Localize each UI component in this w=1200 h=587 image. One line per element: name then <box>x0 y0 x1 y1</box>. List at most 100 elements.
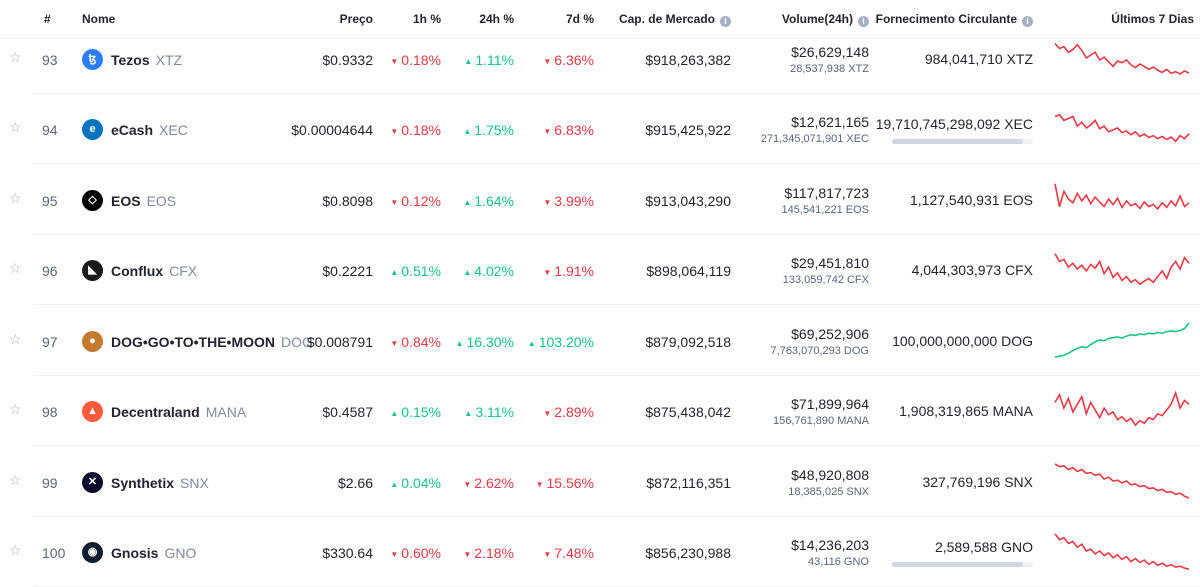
coin-symbol: XEC <box>159 122 188 138</box>
sparkline-7d[interactable] <box>1054 531 1190 571</box>
market-cap: $875,438,042 <box>645 404 731 420</box>
caret-up-icon: ▲ <box>463 268 472 277</box>
table-row[interactable]: ☆ 98 ▲ Decentraland MANA $0.4587 ▲ 0.15% ▲ 3.11% ▼… <box>0 376 1200 446</box>
coin-symbol: DOG <box>281 334 313 350</box>
coin-name-link[interactable]: Decentraland MANA <box>111 404 246 420</box>
volume-usd[interactable]: $12,621,165 <box>791 114 869 130</box>
price[interactable]: $330.64 <box>322 545 373 561</box>
volume-usd[interactable]: $26,629,148 <box>791 44 869 60</box>
p7d-value: 6.83% <box>554 122 594 138</box>
caret-up-icon: ▲ <box>390 409 399 418</box>
sparkline-path <box>1054 322 1190 358</box>
table-row[interactable]: ☆ 95 ◇ EOS EOS $0.8098 ▼ 0.12% ▲ 1.64% ▼ 3.99% $913,… <box>0 165 1200 235</box>
header-supply[interactable]: Fornecimento Circulante i <box>876 12 1033 27</box>
caret-down-icon: ▼ <box>390 550 399 559</box>
rank: 95 <box>42 193 58 209</box>
p24-value: 4.02% <box>474 263 514 279</box>
coin-name-link[interactable]: Conflux CFX <box>111 263 197 279</box>
star-icon[interactable]: ☆ <box>9 331 22 347</box>
sparkline-7d[interactable] <box>1054 249 1190 289</box>
volume-usd[interactable]: $48,920,808 <box>791 467 869 483</box>
p1h-change: ▲ 0.04% <box>390 475 441 491</box>
caret-down-icon: ▼ <box>543 409 552 418</box>
price[interactable]: $0.2221 <box>322 263 373 279</box>
p1h-value: 0.15% <box>401 404 441 420</box>
coin-logo-icon: ꜩ <box>82 49 103 70</box>
circulating-supply: 1,127,540,931 EOS <box>910 192 1033 208</box>
header-volume[interactable]: Volume(24h) i <box>782 12 869 27</box>
coin-name-link[interactable]: Synthetix SNX <box>111 475 209 491</box>
caret-down-icon: ▼ <box>463 480 472 489</box>
coin-name-link[interactable]: Tezos XTZ <box>111 52 182 68</box>
sparkline-7d[interactable] <box>1054 179 1190 219</box>
rank: 100 <box>42 545 66 561</box>
price[interactable]: $0.9332 <box>322 52 373 68</box>
caret-down-icon: ▼ <box>543 550 552 559</box>
coin-name-link[interactable]: DOG•GO•TO•THE•MOON DOG <box>111 334 313 350</box>
caret-down-icon: ▼ <box>543 268 552 277</box>
coin-logo-icon: ◣ <box>82 260 103 281</box>
star-icon[interactable]: ☆ <box>9 472 22 488</box>
price[interactable]: $2.66 <box>337 475 373 491</box>
info-icon[interactable]: i <box>720 16 731 27</box>
p1h-value: 0.84% <box>401 334 441 350</box>
sparkline-7d[interactable] <box>1054 320 1190 360</box>
star-icon[interactable]: ☆ <box>9 190 22 206</box>
p7d-change: ▼ 3.99% <box>543 193 594 209</box>
caret-down-icon: ▼ <box>543 198 552 207</box>
p24-value: 16.30% <box>466 334 514 350</box>
volume-usd[interactable]: $117,817,723 <box>784 185 869 201</box>
header-24h[interactable]: 24h % <box>479 12 514 26</box>
volume-coin: 133,059,742 CFX <box>782 274 869 286</box>
volume-usd[interactable]: $69,252,906 <box>791 326 869 342</box>
table-row[interactable]: ☆ 97 ● DOG•GO•TO•THE•MOON DOG $0.008791 ▼ 0.84%… <box>0 306 1200 376</box>
star-icon[interactable]: ☆ <box>9 49 22 65</box>
price[interactable]: $0.00004644 <box>291 122 373 138</box>
sparkline-7d[interactable] <box>1054 108 1190 148</box>
coin-name-link[interactable]: Gnosis GNO <box>111 545 196 561</box>
info-icon[interactable]: i <box>858 16 869 27</box>
header-rank[interactable]: # <box>44 12 51 26</box>
sparkline-path <box>1054 43 1190 75</box>
info-icon[interactable]: i <box>1022 16 1033 27</box>
volume-usd[interactable]: $14,236,203 <box>791 537 869 553</box>
coin-name: eCash <box>111 122 154 138</box>
coin-name-link[interactable]: EOS EOS <box>111 193 176 209</box>
table-row[interactable]: ☆ 100 ◉ Gnosis GNO $330.64 ▼ 0.60% ▼ 2.18% ▼ 7.48% $… <box>0 517 1200 587</box>
volume-usd[interactable]: $29,451,810 <box>791 255 869 271</box>
star-icon[interactable]: ☆ <box>9 260 22 276</box>
coin-name: EOS <box>111 193 141 209</box>
star-icon[interactable]: ☆ <box>9 401 22 417</box>
price[interactable]: $0.8098 <box>322 193 373 209</box>
volume-usd[interactable]: $71,899,964 <box>791 396 869 412</box>
caret-down-icon: ▼ <box>390 198 399 207</box>
table-row[interactable]: ☆ 96 ◣ Conflux CFX $0.2221 ▲ 0.51% ▲ 4.02% ▼ 1.91% $… <box>0 235 1200 305</box>
table-row[interactable]: ☆ 99 ✕ Synthetix SNX $2.66 ▲ 0.04% ▼ 2.62% ▼ 15.56%… <box>0 447 1200 517</box>
header-7d[interactable]: 7d % <box>565 12 594 26</box>
star-icon[interactable]: ☆ <box>9 542 22 558</box>
table-row[interactable]: ☆ 93 ꜩ Tezos XTZ $0.9332 ▼ 0.18% ▲ 1.11% ▼ 6.36% $91… <box>0 24 1200 94</box>
header-price[interactable]: Preço <box>339 12 373 26</box>
price[interactable]: $0.4587 <box>322 404 373 420</box>
rank: 99 <box>42 475 58 491</box>
coin-logo-icon: ▲ <box>82 401 103 422</box>
coin-name-link[interactable]: eCash XEC <box>111 122 188 138</box>
header-name[interactable]: Nome <box>82 12 116 26</box>
table-row[interactable]: ☆ 94 e eCash XEC $0.00004644 ▼ 0.18% ▲ 1.75% ▼ 6.83… <box>0 94 1200 164</box>
sparkline-path <box>1054 390 1190 427</box>
star-icon[interactable]: ☆ <box>9 119 22 135</box>
rank: 96 <box>42 263 58 279</box>
volume-coin: 43,116 GNO <box>808 556 869 568</box>
p24-value: 1.64% <box>474 193 514 209</box>
circulating-supply: 2,589,588 GNO <box>934 539 1033 555</box>
header-market-cap[interactable]: Cap. de Mercado i <box>619 12 731 27</box>
p24-value: 1.11% <box>475 52 514 68</box>
sparkline-path <box>1054 183 1190 211</box>
header-1h[interactable]: 1h % <box>412 12 441 26</box>
sparkline-7d[interactable] <box>1054 38 1190 78</box>
caret-up-icon: ▲ <box>390 480 399 489</box>
sparkline-7d[interactable] <box>1054 461 1190 501</box>
price[interactable]: $0.008791 <box>306 334 373 350</box>
p1h-change: ▼ 0.84% <box>390 334 441 350</box>
sparkline-7d[interactable] <box>1054 390 1190 430</box>
